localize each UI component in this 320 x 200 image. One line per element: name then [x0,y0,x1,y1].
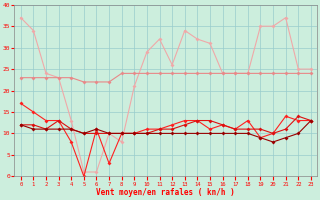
X-axis label: Vent moyen/en rafales ( kn/h ): Vent moyen/en rafales ( kn/h ) [96,188,235,197]
